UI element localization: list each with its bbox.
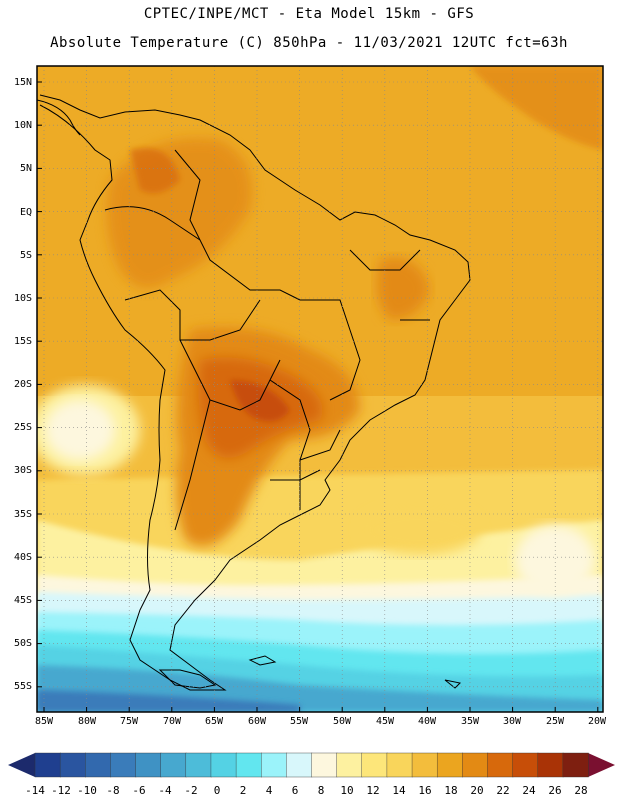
colorbar-label: 8 [317,784,325,797]
colorbar-label: 24 [522,784,536,797]
colorbar-swatch [110,752,137,778]
lat-label: 5S [19,250,32,261]
lon-label: 60W [247,716,267,727]
lon-label: 20W [587,716,607,727]
map-title: CPTEC/INPE/MCT - Eta Model 15km - GFS [143,6,475,22]
colorbar-swatch [59,752,86,778]
colorbar-swatch [210,752,237,778]
lon-label: 50W [332,716,352,727]
lon-label: 30W [502,716,522,727]
lat-label: 20S [13,379,32,390]
lat-label: 50S [13,638,32,649]
colorbar-label: -14 [25,784,45,797]
colorbar-swatch [462,752,489,778]
colorbar-label: 26 [548,784,562,797]
colorbar-swatch [286,752,313,778]
colorbar-swatch [336,752,363,778]
colorbar-under-arrow [8,753,35,777]
lon-label: 80W [77,716,97,727]
colorbar-swatch [386,752,413,778]
colorbar-label: 22 [496,784,510,797]
lat-label: EQ [19,207,32,218]
colorbar-label: 0 [213,784,221,797]
lat-label: 35S [13,509,32,520]
colorbar-label: -2 [184,784,198,797]
lat-label: 55S [13,681,32,692]
colorbar-swatch [185,752,212,778]
lon-label: 85W [34,716,54,727]
lat-label: 10S [13,293,32,304]
temperature-field [37,66,603,712]
colorbar-label: 28 [574,784,588,797]
colorbar-label: 4 [265,784,273,797]
colorbar-swatch [562,752,589,778]
colorbar-swatch [311,752,338,778]
colorbar-swatch [436,752,464,778]
map-frame [36,65,604,713]
colorbar-label: -6 [132,784,146,797]
colorbar-label: 6 [291,784,299,797]
colorbar-label: -10 [77,784,97,797]
lat-label: 45S [13,595,32,606]
map-subtitle: Absolute Temperature (C) 850hPa - 11/03/… [50,35,568,51]
axis-ticks [37,81,599,712]
lat-label: 10N [13,120,32,131]
colorbar-swatch [361,752,388,778]
lat-label: 5N [19,163,32,174]
colorbar-swatch [487,752,514,778]
colorbar-swatch [85,752,112,778]
coastline [37,94,471,691]
colorbar-over-arrow [588,753,615,777]
lat-label: 40S [13,552,32,563]
colorbar-label: -8 [106,784,120,797]
colorbar-label: 2 [239,784,247,797]
colorbar-label: 16 [418,784,432,797]
colorbar-label: -4 [158,784,172,797]
lat-label: 30S [13,465,32,476]
lon-label: 25W [545,716,565,727]
colorbar-label: 10 [340,784,354,797]
lon-label: 40W [417,716,437,727]
colorbar-swatch [235,752,262,778]
lon-label: 65W [204,716,224,727]
lon-label: 45W [375,716,395,727]
lat-label: 15S [13,336,32,347]
colorbar-swatch [160,752,187,778]
colorbar-swatch [135,752,162,778]
lon-label: 55W [289,716,309,727]
colorbar-label: 20 [470,784,484,797]
colorbar-label: 14 [392,784,406,797]
colorbar-swatch [537,752,564,778]
colorbar-label: -12 [51,784,71,797]
colorbar-swatch [34,752,61,778]
lat-label: 25S [13,422,32,433]
colorbar [8,752,615,778]
lon-label: 75W [119,716,139,727]
lat-label: 15N [13,77,32,88]
lon-label: 35W [460,716,480,727]
colorbar-label: 12 [366,784,380,797]
lon-label: 70W [162,716,182,727]
colorbar-swatch [411,752,438,778]
colorbar-label: 18 [444,784,458,797]
colorbar-swatch [512,752,539,778]
colorbar-swatch [261,752,288,778]
